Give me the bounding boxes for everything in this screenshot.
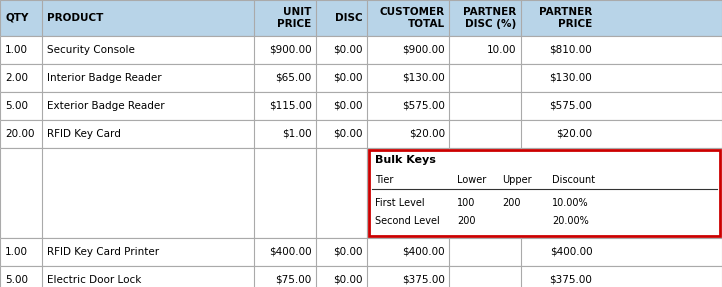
Bar xyxy=(0,148,367,238)
Text: $115.00: $115.00 xyxy=(269,101,311,111)
Text: UNIT
PRICE: UNIT PRICE xyxy=(277,7,311,29)
Text: DISC: DISC xyxy=(335,13,362,23)
Text: $400.00: $400.00 xyxy=(549,247,592,257)
Text: PARTNER
DISC (%): PARTNER DISC (%) xyxy=(464,7,516,29)
Text: Second Level: Second Level xyxy=(375,216,440,226)
Text: PRODUCT: PRODUCT xyxy=(47,13,103,23)
Text: $20.00: $20.00 xyxy=(556,129,592,139)
Text: 200: 200 xyxy=(502,198,521,208)
Text: $400.00: $400.00 xyxy=(402,247,445,257)
Text: Electric Door Lock: Electric Door Lock xyxy=(47,275,142,285)
Text: 10.00: 10.00 xyxy=(487,45,516,55)
Text: 200: 200 xyxy=(457,216,475,226)
Text: $810.00: $810.00 xyxy=(549,45,592,55)
Text: $0.00: $0.00 xyxy=(334,129,362,139)
Text: 100: 100 xyxy=(457,198,475,208)
Text: 10.00%: 10.00% xyxy=(552,198,588,208)
Bar xyxy=(0,120,722,148)
Text: $575.00: $575.00 xyxy=(402,101,445,111)
Text: Security Console: Security Console xyxy=(47,45,135,55)
Text: Tier: Tier xyxy=(375,175,393,185)
Text: $900.00: $900.00 xyxy=(269,45,311,55)
Text: 1.00: 1.00 xyxy=(5,45,28,55)
Text: $900.00: $900.00 xyxy=(402,45,445,55)
Text: $0.00: $0.00 xyxy=(334,247,362,257)
Bar xyxy=(0,266,722,287)
Text: 5.00: 5.00 xyxy=(5,101,28,111)
Text: 1.00: 1.00 xyxy=(5,247,28,257)
Bar xyxy=(0,266,722,287)
Text: $1.00: $1.00 xyxy=(282,129,311,139)
Text: Bulk Keys: Bulk Keys xyxy=(375,155,435,165)
Text: QTY: QTY xyxy=(5,13,28,23)
Text: RFID Key Card Printer: RFID Key Card Printer xyxy=(47,247,159,257)
Bar xyxy=(0,92,722,120)
Text: $65.00: $65.00 xyxy=(275,73,311,83)
Bar xyxy=(0,36,722,64)
Bar xyxy=(367,148,722,238)
Bar xyxy=(0,148,367,238)
Text: $375.00: $375.00 xyxy=(402,275,445,285)
Text: $375.00: $375.00 xyxy=(549,275,592,285)
Text: PARTNER
PRICE: PARTNER PRICE xyxy=(539,7,592,29)
Bar xyxy=(0,64,722,92)
Text: Exterior Badge Reader: Exterior Badge Reader xyxy=(47,101,165,111)
Text: First Level: First Level xyxy=(375,198,425,208)
Text: 2.00: 2.00 xyxy=(5,73,28,83)
Text: $0.00: $0.00 xyxy=(334,73,362,83)
Bar xyxy=(367,148,722,238)
Text: 5.00: 5.00 xyxy=(5,275,28,285)
Bar xyxy=(0,120,722,148)
Bar xyxy=(0,36,722,64)
Text: Interior Badge Reader: Interior Badge Reader xyxy=(47,73,162,83)
Bar xyxy=(0,0,722,36)
Bar xyxy=(0,238,722,266)
Bar xyxy=(0,0,722,36)
Text: $75.00: $75.00 xyxy=(275,275,311,285)
Text: $0.00: $0.00 xyxy=(334,101,362,111)
Text: $400.00: $400.00 xyxy=(269,247,311,257)
Text: $0.00: $0.00 xyxy=(334,275,362,285)
Bar xyxy=(0,64,722,92)
Text: Upper: Upper xyxy=(502,175,531,185)
Text: Discount: Discount xyxy=(552,175,595,185)
Text: 20.00: 20.00 xyxy=(5,129,35,139)
Text: $575.00: $575.00 xyxy=(549,101,592,111)
Text: RFID Key Card: RFID Key Card xyxy=(47,129,121,139)
Text: $0.00: $0.00 xyxy=(334,45,362,55)
Text: 20.00%: 20.00% xyxy=(552,216,588,226)
Text: Lower: Lower xyxy=(457,175,486,185)
Bar xyxy=(369,150,720,236)
Text: $20.00: $20.00 xyxy=(409,129,445,139)
Text: $130.00: $130.00 xyxy=(402,73,445,83)
Bar xyxy=(0,238,722,266)
Bar xyxy=(0,92,722,120)
Text: $130.00: $130.00 xyxy=(549,73,592,83)
Text: CUSTOMER
TOTAL: CUSTOMER TOTAL xyxy=(380,7,445,29)
